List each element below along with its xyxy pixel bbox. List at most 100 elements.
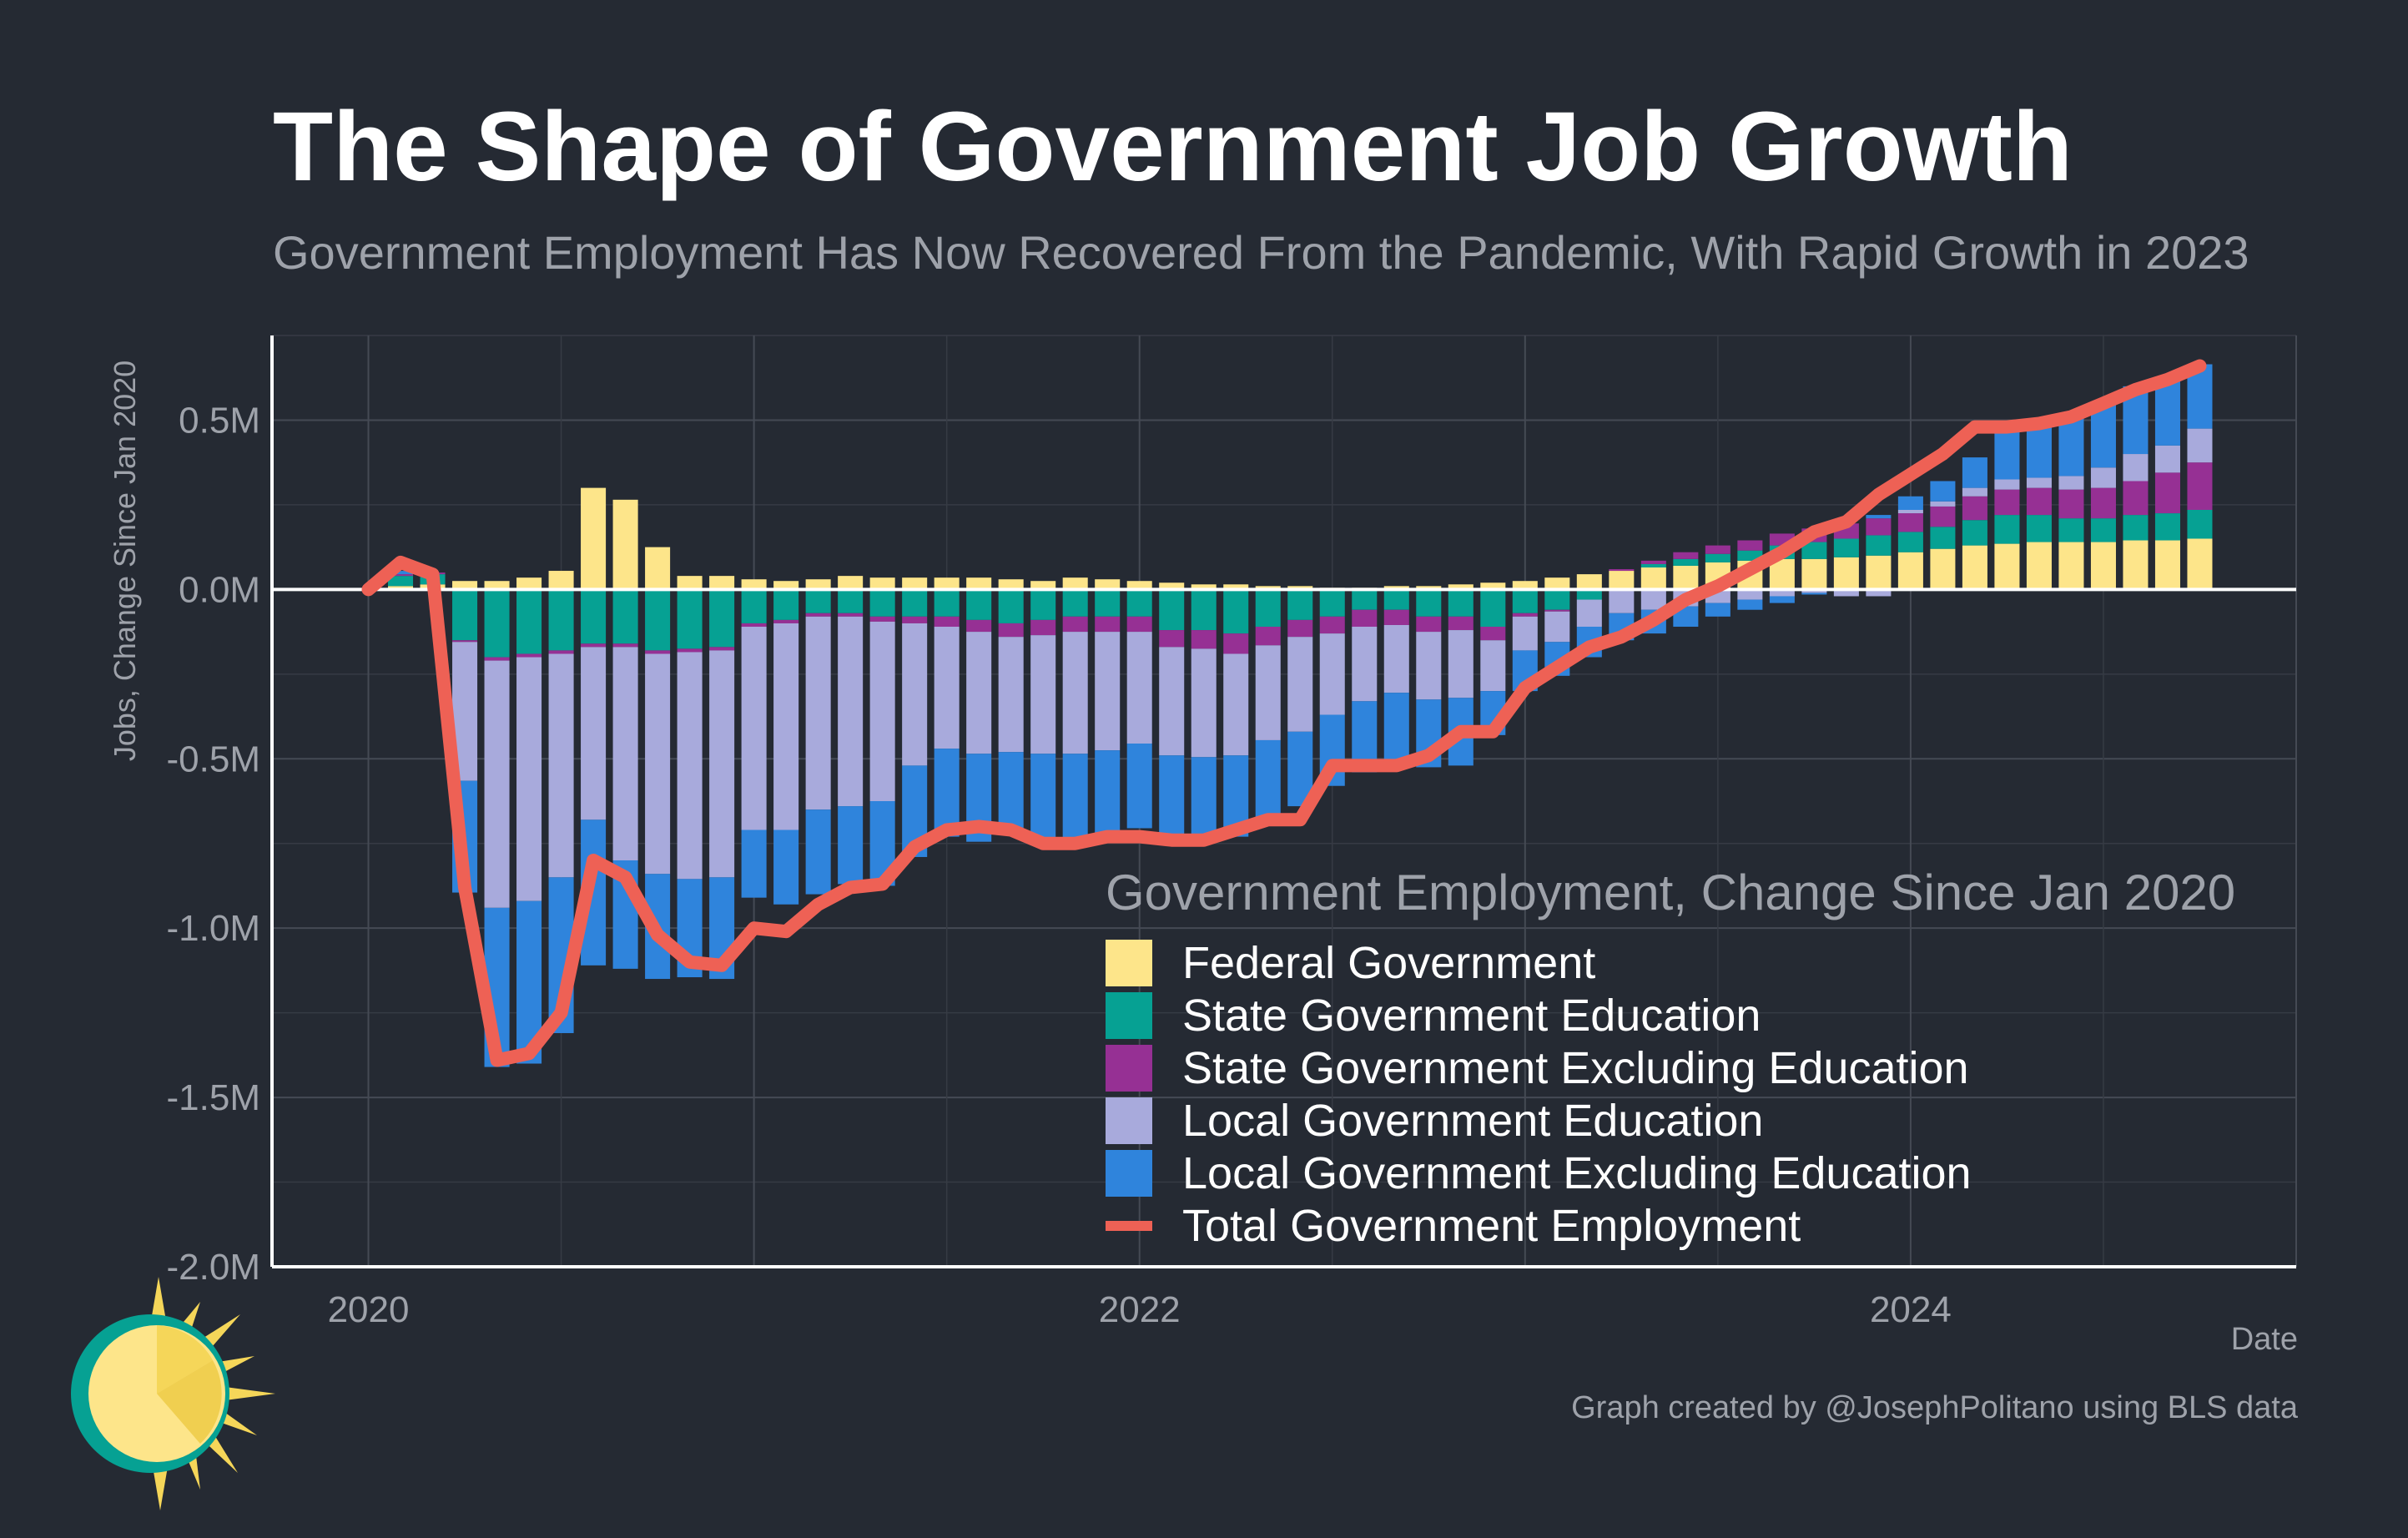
bar-local-edu xyxy=(2154,445,2180,473)
bar-state-ex xyxy=(709,647,735,651)
bar-state-ex xyxy=(1383,609,1409,625)
bar-state-ex xyxy=(1448,616,1474,631)
bar-local-edu xyxy=(1062,632,1088,754)
bar-state-ex xyxy=(1609,569,1635,572)
bar-state-edu xyxy=(677,589,703,649)
bar-state-ex xyxy=(388,574,414,577)
bar-state-ex xyxy=(966,619,992,633)
bar-local-edu xyxy=(1512,616,1538,651)
bar-state-edu xyxy=(548,589,574,651)
bar-federal xyxy=(805,579,831,590)
bar-state-ex xyxy=(1095,616,1121,633)
bar-local-edu xyxy=(1095,632,1121,751)
bar-state-ex xyxy=(1897,513,1923,532)
bar-state-edu xyxy=(1319,589,1345,617)
bar-federal xyxy=(998,579,1024,590)
bar-state-edu xyxy=(612,589,638,644)
legend-label-state-edu: State Government Education xyxy=(1182,990,1761,1041)
bar-local-edu xyxy=(1383,624,1409,693)
bar-state-ex xyxy=(1866,518,1892,536)
bar-state-ex xyxy=(1191,630,1217,649)
bar-local-edu xyxy=(1994,479,2020,490)
bar-state-ex xyxy=(1512,613,1538,617)
bar-federal xyxy=(838,576,864,590)
bar-local-ex xyxy=(1062,754,1088,842)
bar-state-ex xyxy=(1544,609,1570,612)
bar-local-ex xyxy=(1930,481,1956,502)
bar-state-ex xyxy=(612,643,638,648)
bar-local-ex xyxy=(934,749,960,837)
legend-item-local-edu: Local Government Education xyxy=(1106,1094,2235,1147)
bar-local-edu xyxy=(1930,501,1956,507)
bar-state-edu xyxy=(741,589,767,623)
legend-label-local-ex: Local Government Excluding Education xyxy=(1182,1147,1972,1198)
x-axis-label: Date xyxy=(2230,1322,2298,1357)
bar-state-ex xyxy=(2026,487,2052,516)
bar-local-edu xyxy=(1191,648,1217,758)
bar-state-ex xyxy=(1287,619,1313,638)
bar-local-edu xyxy=(2026,477,2052,488)
bar-state-ex xyxy=(1737,540,1763,551)
bar-federal xyxy=(1448,584,1474,590)
bar-state-ex xyxy=(452,640,478,643)
bar-federal xyxy=(1994,543,2020,590)
bar-federal xyxy=(2026,542,2052,590)
bar-local-edu xyxy=(869,621,895,801)
bar-state-edu xyxy=(1255,589,1281,628)
y-tick-label: -1.5M xyxy=(167,1077,260,1118)
bar-federal xyxy=(2090,542,2116,590)
bar-local-edu xyxy=(1833,589,1859,597)
bar-state-edu xyxy=(1512,589,1538,613)
bar-federal xyxy=(1095,579,1121,590)
bar-local-ex xyxy=(1897,496,1923,510)
legend: Government Employment, Change Since Jan … xyxy=(1106,864,2235,1252)
bar-local-edu xyxy=(1866,589,1892,597)
bar-local-edu xyxy=(966,632,992,754)
bar-state-edu xyxy=(1897,532,1923,552)
bar-local-edu xyxy=(1801,589,1827,593)
bar-state-edu xyxy=(581,589,607,644)
bar-state-edu xyxy=(2123,515,2149,541)
bar-state-ex xyxy=(934,616,960,628)
bar-state-edu xyxy=(1480,589,1506,628)
bar-state-edu xyxy=(1159,589,1185,631)
bar-state-edu xyxy=(452,589,478,641)
bar-state-ex xyxy=(1255,627,1281,646)
bar-local-edu xyxy=(2090,467,2116,488)
bar-federal xyxy=(1255,586,1281,590)
bar-state-edu xyxy=(2187,509,2213,539)
y-tick-label: -0.5M xyxy=(167,739,260,779)
legend-item-state-ex: State Government Excluding Education xyxy=(1106,1041,2235,1094)
bar-state-ex xyxy=(2154,472,2180,514)
bar-federal xyxy=(1062,577,1088,590)
bar-state-edu xyxy=(773,589,799,620)
bar-local-ex xyxy=(1159,755,1185,840)
bar-local-edu xyxy=(1287,637,1313,732)
bar-local-edu xyxy=(1159,647,1185,756)
bar-state-ex xyxy=(1223,633,1249,654)
bar-state-edu xyxy=(1866,535,1892,556)
y-tick-labels: -2.0M -1.5M -1.0M -0.5M 0.0M 0.5M xyxy=(167,400,260,1288)
total-line xyxy=(361,359,2207,1067)
bar-local-edu xyxy=(998,637,1024,753)
bar-state-edu xyxy=(1062,589,1088,617)
bar-local-edu xyxy=(1352,627,1378,702)
bar-federal xyxy=(677,576,703,590)
bar-state-ex xyxy=(998,623,1024,638)
bar-federal xyxy=(581,487,607,590)
bar-state-edu xyxy=(1962,520,1987,546)
bar-local-edu xyxy=(2123,454,2149,482)
bar-local-ex xyxy=(741,830,767,898)
bar-local-edu xyxy=(1223,653,1249,756)
bar-federal xyxy=(709,576,735,590)
bar-state-edu xyxy=(388,576,414,587)
source-caption: Graph created by @JosephPolitano using B… xyxy=(1571,1390,2298,1425)
legend-swatch-local-ex xyxy=(1106,1149,1152,1197)
legend-label-state-ex: State Government Excluding Education xyxy=(1182,1042,1969,1093)
bar-federal xyxy=(1544,577,1570,590)
bar-state-ex xyxy=(1640,560,1666,564)
bar-federal xyxy=(1159,582,1185,590)
axes xyxy=(270,335,2296,1268)
bar-local-edu xyxy=(1416,632,1442,700)
